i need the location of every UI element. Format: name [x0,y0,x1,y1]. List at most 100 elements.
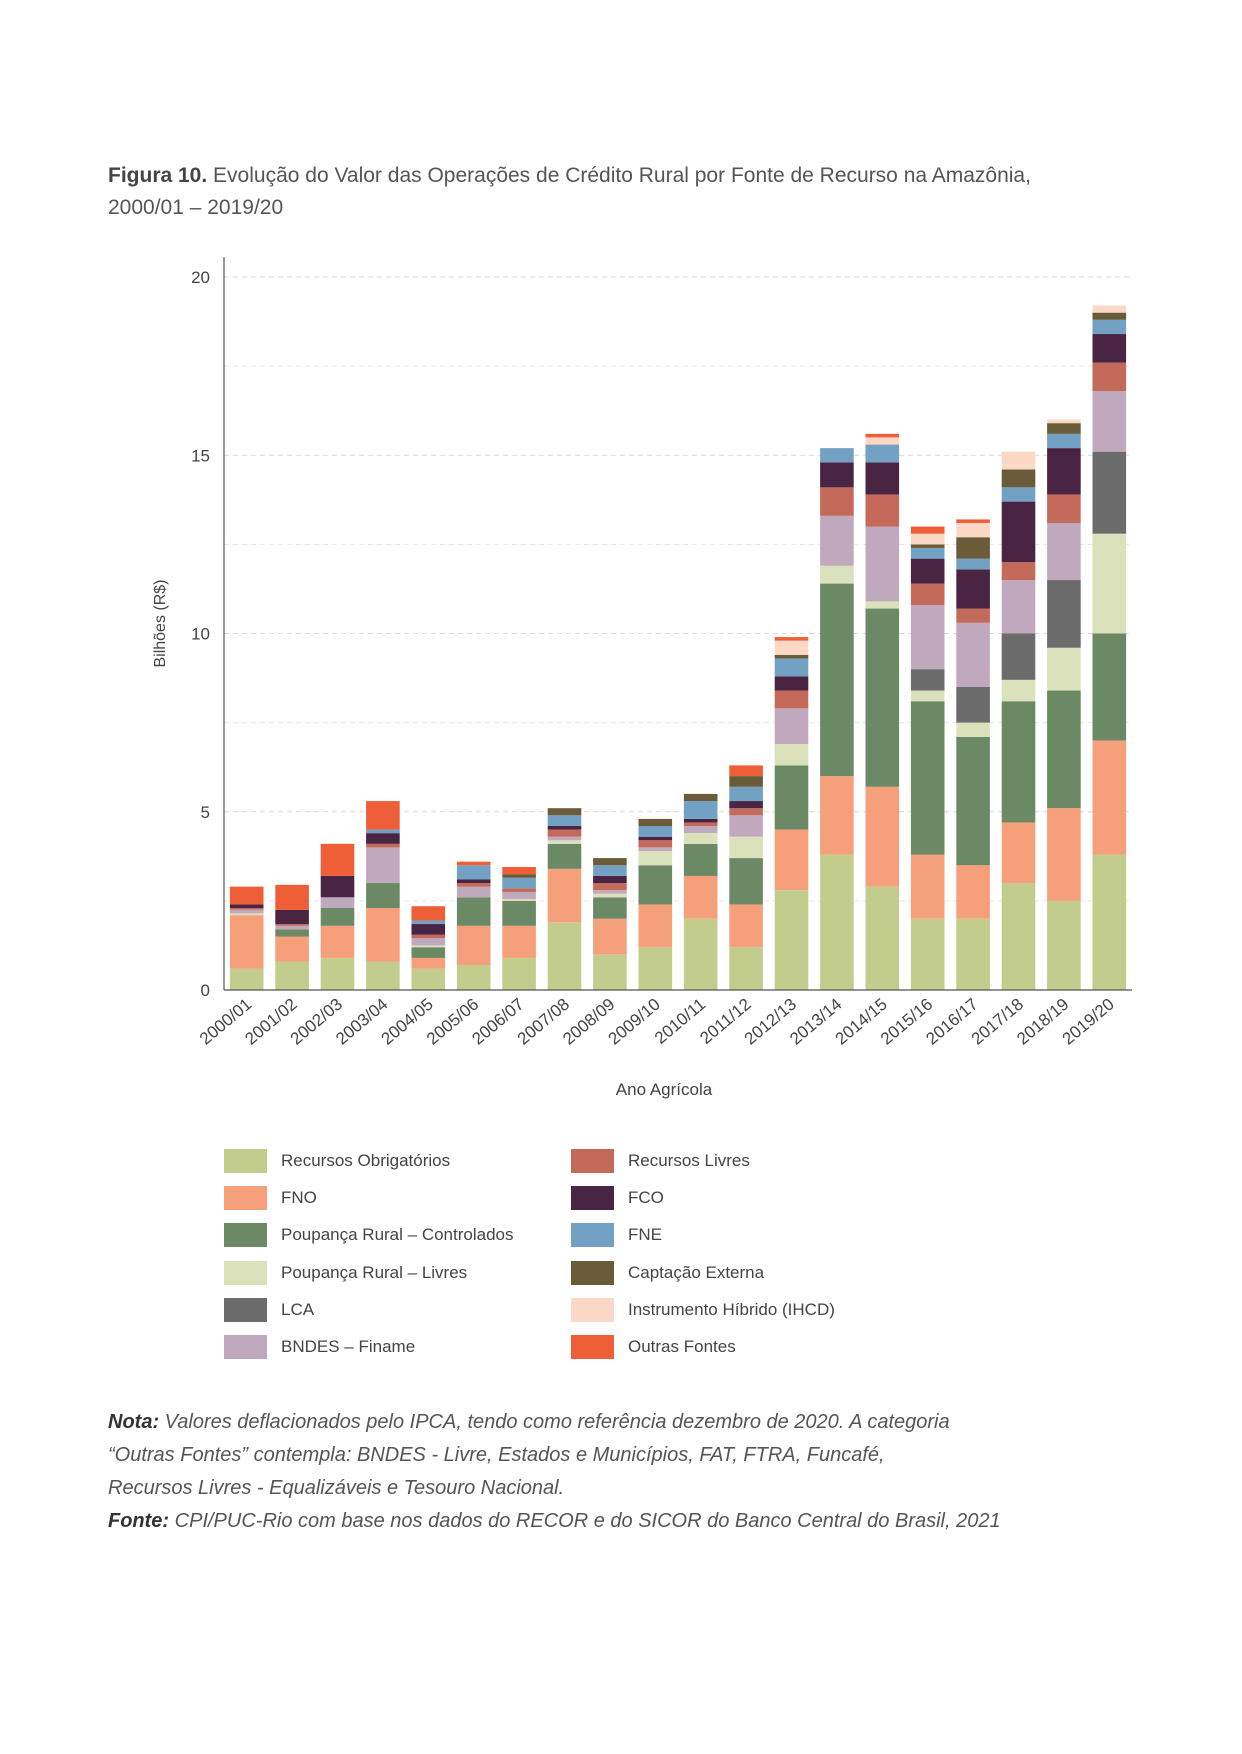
bar-segment [865,886,900,990]
y-tick-label: 10 [191,625,210,644]
bar-segment [456,925,491,966]
bar-segment [547,840,582,844]
bar-segment [910,533,945,545]
bar-segment [683,918,718,990]
bar-segment [547,826,582,830]
nota-label: Nota: [108,1411,160,1433]
bar-segment [956,686,990,723]
bar-segment [910,544,945,548]
legend-label: FNO [281,1188,317,1208]
legend-swatch [224,1223,267,1248]
bar-segment [456,886,491,898]
bar-segment [1092,312,1127,320]
bar-segment [547,829,582,837]
bar-segment [910,918,945,990]
bar-segment [865,437,900,445]
bar-segment [729,786,763,802]
bar-segment [593,897,627,919]
bar-segment [910,669,945,691]
bar-segment [366,833,400,844]
bar-segment [910,854,945,919]
bar-segment [820,583,854,777]
bar-segment [1001,883,1036,990]
bar-segment [502,899,536,901]
legend-label: Recursos Obrigatórios [281,1151,451,1170]
bar-segment [956,537,990,559]
bar-segment [547,808,582,816]
bar-segment [229,908,264,910]
bar-segment [820,515,854,566]
bar-segment [456,897,491,926]
bar-segment [320,908,355,926]
bar-segment [820,487,854,516]
bar-segment [956,522,990,538]
bar-segment [229,909,264,914]
bar-segment [865,608,900,787]
figure-title-text: Evolução do Valor das Operações de Crédi… [108,164,1031,219]
bar-segment [1092,362,1127,392]
nota-text-1: Valores deflacionados pelo IPCA, tendo c… [164,1411,950,1433]
bar-segment [1092,451,1127,534]
bar-segment [411,945,446,948]
figure-label: Figura 10. [108,164,208,187]
y-tick-label: 0 [201,981,210,1000]
bar-segment [366,883,400,909]
bar-segment [638,840,673,848]
bar-segment [1047,433,1081,449]
bar-segment [1092,533,1127,634]
legend-label: Poupança Rural – Controlados [281,1225,514,1245]
bar-segment [638,826,673,837]
legend-label: LCA [281,1299,315,1319]
legend-item: Recursos Obrigatórios [224,1148,450,1174]
bar-segment [1001,451,1036,470]
legend-label: Poupança Rural – Livres [281,1262,468,1282]
chart-axes [223,257,1132,991]
bar-segment [593,875,627,884]
bar-segment [729,776,763,787]
bar-segment [683,875,718,919]
bar-segment [547,843,582,869]
bar-segment [910,547,945,559]
bar-segment [1001,469,1036,488]
legend-swatch [571,1335,614,1359]
bar-segment [1092,319,1127,335]
bar-segment [502,877,536,889]
bar-segment [320,925,355,958]
bar-segment [729,947,763,990]
bar-segment [729,808,763,816]
bar-segment [910,583,945,605]
bar-segment [275,884,309,910]
bar-segment [638,818,673,827]
bar-segment [593,918,627,955]
bar-segment [411,938,446,946]
bar-segment [910,558,945,584]
bar-segment [729,765,763,777]
bar-segment [502,888,536,892]
bar-segment [865,601,900,609]
legend-swatch [571,1297,614,1322]
x-tick-label: 2010/11 [651,995,709,1048]
bar-segment [411,920,446,925]
bar-segment [638,904,673,948]
bar-segment [865,462,900,495]
bar-segment [320,875,355,898]
bar-segment [1001,580,1036,634]
figure-notes: Nota: Valores deflacionados pelo IPCA, t… [108,1406,1148,1538]
bar-segment [683,826,718,834]
bar-segment [774,744,809,766]
bar-segment [638,865,673,905]
bar-segment [275,924,309,926]
legend-swatch [571,1223,614,1248]
bar-segment [638,850,673,866]
bar-segment [366,843,400,848]
legend-swatch [224,1260,267,1285]
bar-segment [638,947,673,990]
bar-segment [366,961,400,990]
bar-segment [1047,647,1081,691]
bar-segment [1001,501,1036,563]
bar-segment [411,957,446,969]
legend-item: Captação Externa [571,1260,764,1286]
bar-segment [229,886,264,905]
bar-segment [956,722,990,737]
legend-swatch [571,1149,614,1173]
